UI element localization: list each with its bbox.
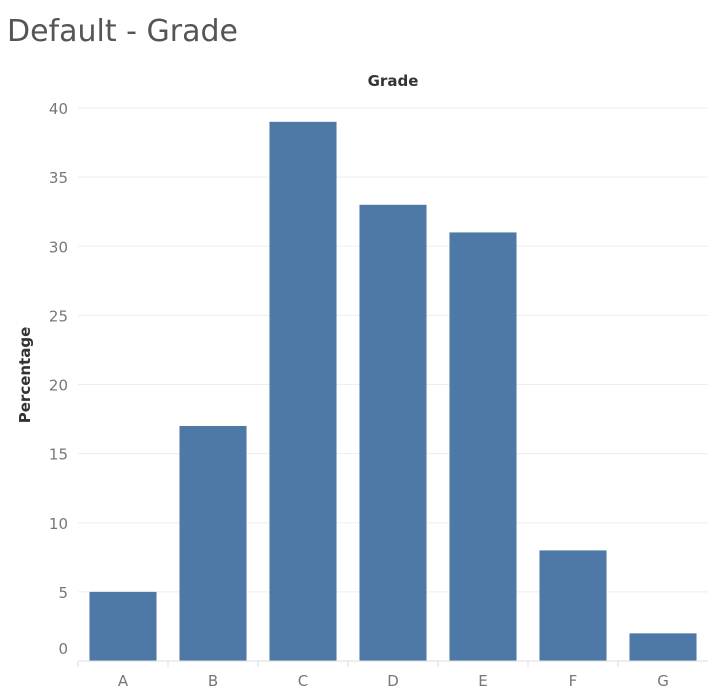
y-tick-label: 15: [49, 446, 68, 464]
x-tick-label-d: D: [387, 672, 399, 690]
y-tick-label: 30: [49, 238, 68, 256]
y-tick-label: 40: [49, 100, 68, 118]
x-axis-title: Grade: [368, 72, 419, 90]
bar-d: [359, 204, 427, 661]
x-tick-label-g: G: [657, 672, 669, 690]
y-tick-label: 0: [58, 640, 68, 658]
bar-b: [179, 425, 247, 661]
x-axis-ticks: A B C D E F G: [77, 661, 669, 690]
bars: [89, 121, 697, 662]
bar-a: [89, 591, 157, 661]
bar-f: [539, 550, 607, 661]
bar-c: [269, 121, 337, 661]
y-tick-label: 35: [49, 169, 68, 187]
bar-g: [629, 633, 697, 661]
x-tick-label-b: B: [208, 672, 218, 690]
y-tick-label: 20: [49, 377, 68, 395]
x-tick-label-a: A: [118, 672, 129, 690]
y-tick-label: 25: [49, 307, 68, 325]
y-axis-ticks: 0 5 10 15 20 25 30 35 40: [49, 100, 68, 658]
bar-e: [449, 232, 517, 662]
y-tick-label: 5: [58, 584, 68, 602]
x-tick-label-c: C: [298, 672, 308, 690]
page-title: Default - Grade: [7, 14, 238, 49]
x-tick-label-f: F: [569, 672, 578, 690]
x-tick-label-e: E: [478, 672, 487, 690]
y-axis-title: Percentage: [16, 327, 34, 424]
y-tick-label: 10: [49, 515, 68, 533]
